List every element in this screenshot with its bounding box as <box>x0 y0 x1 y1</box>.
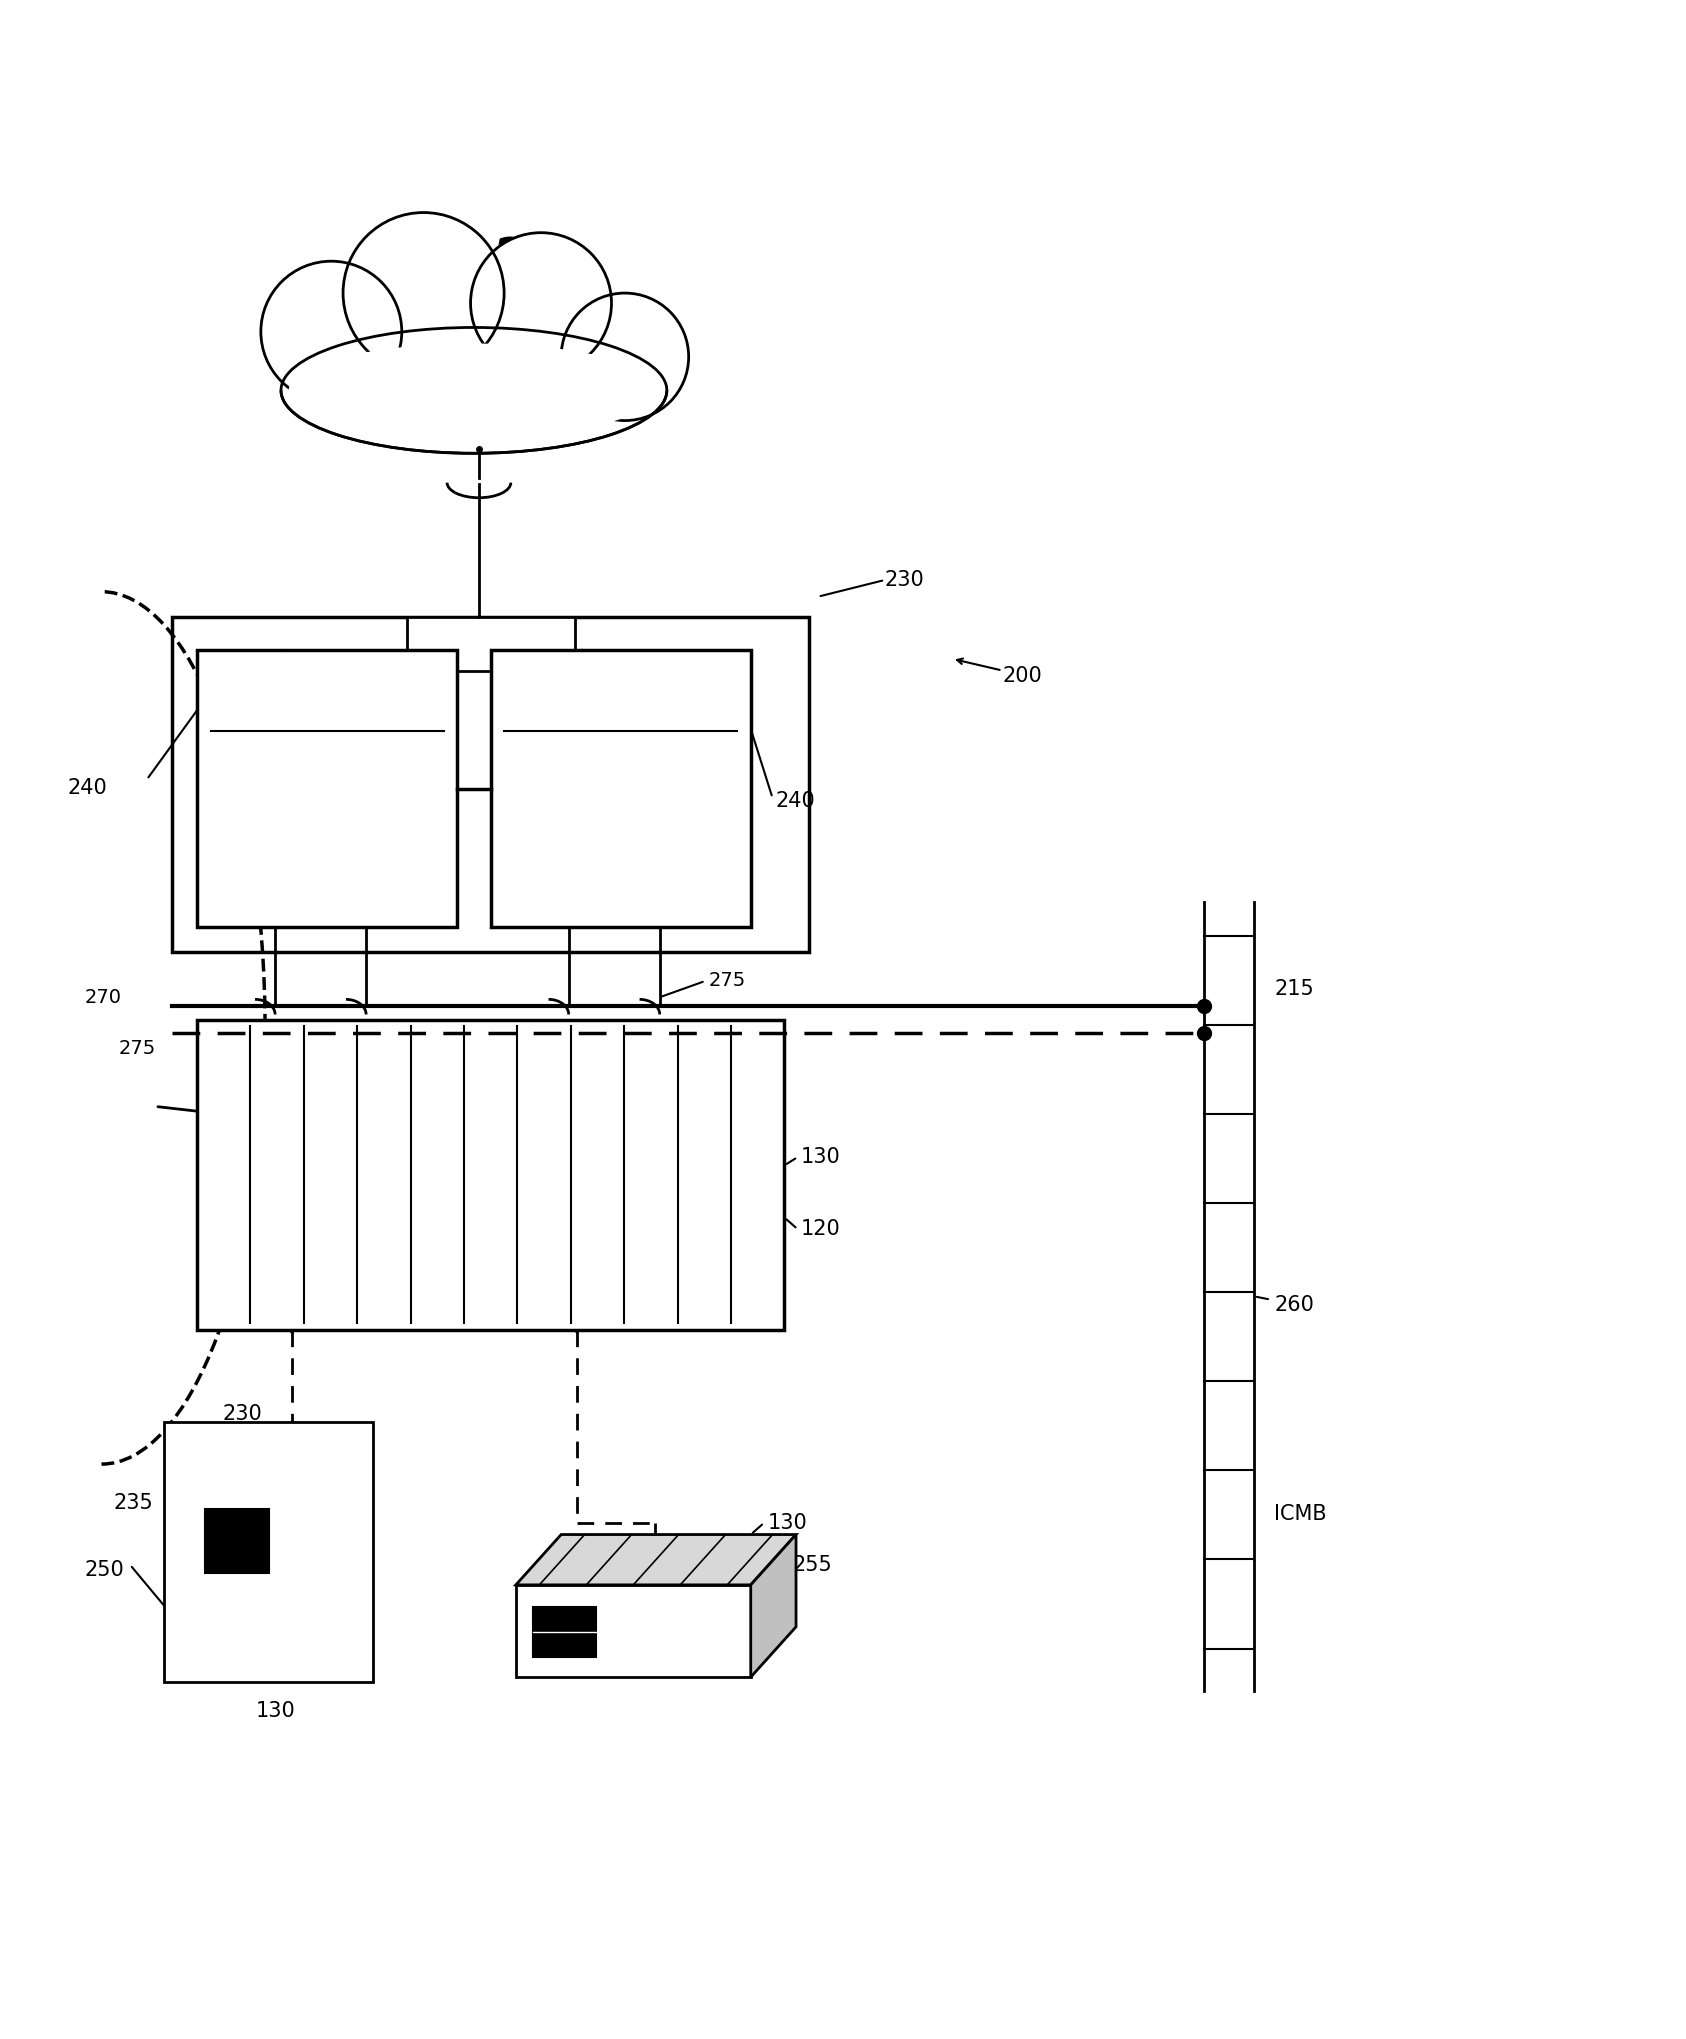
Bar <box>197 650 457 928</box>
Text: 130: 130 <box>256 1701 295 1721</box>
Text: 130: 130 <box>801 1148 841 1166</box>
Text: 255: 255 <box>792 1556 833 1574</box>
Text: 120: 120 <box>801 1219 841 1240</box>
Text: 270: 270 <box>84 989 121 1007</box>
Circle shape <box>342 212 504 373</box>
Bar <box>491 650 750 928</box>
Circle shape <box>261 261 401 402</box>
Ellipse shape <box>290 345 659 436</box>
Text: SHMC: SHMC <box>297 679 357 697</box>
Bar <box>533 1607 597 1658</box>
Polygon shape <box>750 1535 796 1678</box>
Bar <box>172 618 809 952</box>
Bar <box>164 1421 373 1682</box>
Text: 230: 230 <box>223 1403 261 1423</box>
Text: 235: 235 <box>113 1493 153 1513</box>
Polygon shape <box>516 1584 750 1678</box>
Text: 230: 230 <box>885 571 924 589</box>
Text: 130: 130 <box>767 1513 808 1533</box>
Text: ICMB: ICMB <box>1275 1505 1327 1525</box>
Circle shape <box>470 232 612 373</box>
Text: SHMC: SHMC <box>592 679 651 697</box>
Text: <CCRER>: <CCRER> <box>287 840 368 854</box>
Text: 260: 260 <box>1275 1295 1313 1315</box>
Text: 240: 240 <box>776 791 816 812</box>
Text: Fig. 2: Fig. 2 <box>391 234 523 277</box>
Ellipse shape <box>282 328 668 453</box>
Text: 275: 275 <box>708 971 745 991</box>
Text: 235: 235 <box>634 1613 673 1633</box>
Text: STANDBY: STANDBY <box>582 777 661 791</box>
Bar <box>206 1509 270 1572</box>
Text: 200: 200 <box>1003 665 1042 685</box>
Text: 275: 275 <box>118 1038 155 1058</box>
Polygon shape <box>516 1535 796 1584</box>
Text: 240: 240 <box>67 779 108 797</box>
Bar <box>197 1020 784 1329</box>
Text: 215: 215 <box>1275 979 1313 999</box>
Text: 250: 250 <box>84 1560 125 1580</box>
Circle shape <box>561 294 688 420</box>
Bar <box>406 618 575 671</box>
Text: <CLIENT>: <CLIENT> <box>578 840 664 854</box>
Text: 265: 265 <box>651 361 690 379</box>
Text: ACTIVE: ACTIVE <box>293 775 361 793</box>
